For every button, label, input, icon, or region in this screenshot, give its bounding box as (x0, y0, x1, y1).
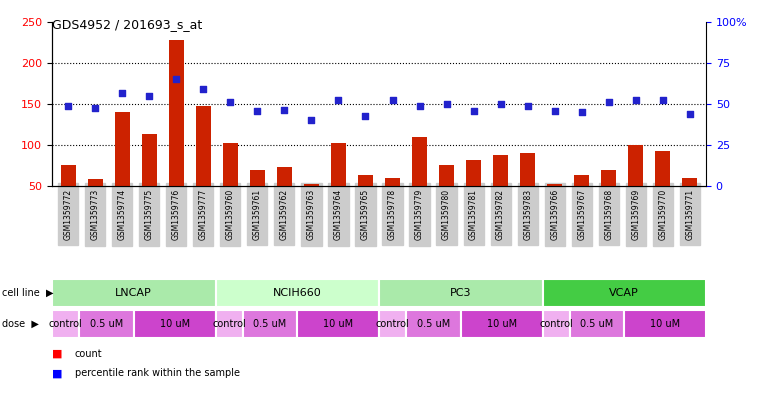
Point (683, 111, 696, 117)
Text: ■: ■ (52, 368, 62, 378)
Text: percentile rank within the sample: percentile rank within the sample (75, 368, 240, 378)
Point (62, 103, 75, 109)
Point (143, 93, 155, 99)
Bar (624, 310, 706, 338)
Bar (570, 310, 624, 338)
Point (387, 97, 399, 103)
Bar (304, 184, 319, 186)
Bar (134, 310, 215, 338)
Bar (683, 178, 697, 186)
Text: 10 uM: 10 uM (323, 319, 353, 329)
Bar (277, 167, 292, 186)
Point (279, 107, 291, 113)
Bar (379, 310, 406, 338)
Bar (543, 310, 570, 338)
Point (629, 97, 642, 103)
Bar (379, 279, 543, 307)
Bar (439, 165, 454, 186)
Bar (298, 310, 379, 338)
Text: ■: ■ (52, 349, 62, 359)
Point (657, 97, 669, 103)
Text: cell line  ▶: cell line ▶ (2, 288, 53, 298)
Text: control: control (540, 319, 573, 329)
Point (305, 117, 317, 123)
Bar (52, 279, 215, 307)
Bar (547, 184, 562, 186)
Point (413, 103, 425, 109)
Bar (243, 310, 298, 338)
Bar (52, 310, 79, 338)
Point (89, 105, 101, 111)
Bar (88, 180, 103, 186)
Text: 0.5 uM: 0.5 uM (581, 319, 613, 329)
Bar (61, 165, 75, 186)
Bar (575, 175, 589, 186)
Bar (215, 310, 243, 338)
Bar (521, 153, 535, 186)
Bar (358, 175, 373, 186)
Bar (215, 279, 379, 307)
Bar (406, 310, 460, 338)
Point (359, 113, 371, 119)
Text: VCAP: VCAP (610, 288, 639, 298)
Bar (385, 178, 400, 186)
Point (251, 107, 263, 114)
Bar (412, 137, 427, 186)
Point (549, 107, 561, 114)
Text: 10 uM: 10 uM (486, 319, 517, 329)
Point (575, 109, 587, 115)
Bar (196, 106, 211, 186)
Point (603, 98, 615, 105)
Text: PC3: PC3 (450, 288, 472, 298)
Bar (655, 151, 670, 186)
Text: 10 uM: 10 uM (650, 319, 680, 329)
Bar (250, 170, 265, 186)
Point (467, 107, 479, 114)
Text: 0.5 uM: 0.5 uM (417, 319, 450, 329)
Bar (460, 310, 543, 338)
Text: 10 uM: 10 uM (160, 319, 189, 329)
Text: LNCAP: LNCAP (116, 288, 152, 298)
Point (495, 101, 507, 107)
Bar (493, 155, 508, 186)
Text: NCIH660: NCIH660 (273, 288, 322, 298)
Bar (601, 170, 616, 186)
Bar (223, 143, 237, 186)
Bar (79, 310, 134, 338)
Point (521, 103, 533, 110)
Point (333, 97, 345, 103)
Text: GDS4952 / 201693_s_at: GDS4952 / 201693_s_at (52, 18, 202, 31)
Point (170, 76, 183, 83)
Text: control: control (49, 319, 82, 329)
Point (197, 86, 209, 92)
Point (441, 101, 453, 107)
Text: 0.5 uM: 0.5 uM (90, 319, 123, 329)
Text: dose  ▶: dose ▶ (2, 319, 38, 329)
Bar (629, 145, 643, 186)
Text: count: count (75, 349, 103, 359)
Bar (169, 40, 183, 186)
Bar (466, 160, 481, 186)
Bar (115, 112, 129, 186)
Text: 0.5 uM: 0.5 uM (253, 319, 287, 329)
Point (224, 99, 237, 105)
Text: control: control (212, 319, 246, 329)
Bar (331, 143, 346, 186)
Point (116, 90, 129, 97)
Text: control: control (376, 319, 409, 329)
Bar (543, 279, 706, 307)
Bar (142, 134, 157, 186)
